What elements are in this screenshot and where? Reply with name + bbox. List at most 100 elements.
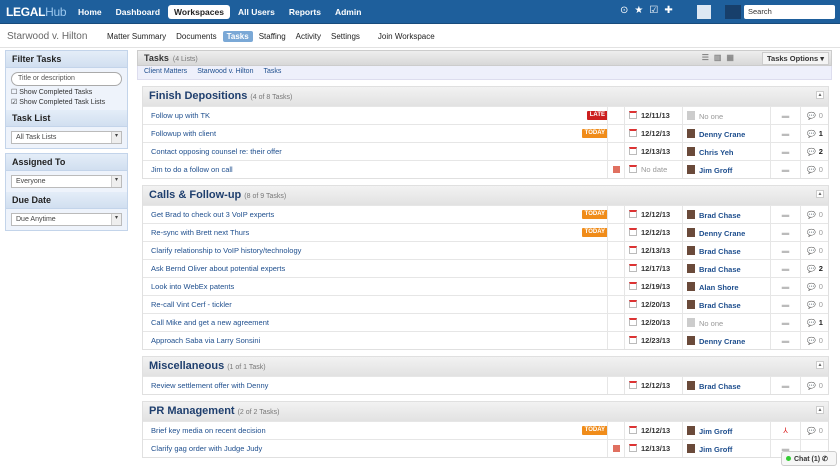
flag-cell[interactable]: [607, 278, 624, 295]
due-date-cell[interactable]: 12/23/13: [624, 332, 682, 349]
apps-menu[interactable]: [724, 5, 741, 19]
comments-cell[interactable]: 💬 2: [800, 260, 830, 277]
show-completed-lists-checkbox[interactable]: ☑ Show Completed Task Lists: [11, 99, 106, 106]
assignee-cell[interactable]: Brad Chase: [682, 296, 770, 313]
nav-reports[interactable]: Reports: [288, 7, 321, 17]
assignee-cell[interactable]: Denny Crane: [682, 125, 770, 142]
priority-cell[interactable]: ▬: [770, 440, 800, 457]
priority-cell[interactable]: ▬: [770, 224, 800, 241]
due-date-cell[interactable]: 12/12/13: [624, 125, 682, 142]
section-header[interactable]: PR Management (2 of 2 Tasks) ▲: [143, 402, 828, 421]
filter-search-input[interactable]: Title or description: [11, 72, 122, 86]
nav-admin[interactable]: Admin: [334, 7, 362, 17]
assignee-cell[interactable]: Brad Chase: [682, 377, 770, 394]
task-title-link[interactable]: Get Brad to check out 3 VoIP experts: [151, 210, 275, 219]
flag-cell[interactable]: [607, 377, 624, 394]
assignee-cell[interactable]: No one: [682, 314, 770, 331]
flag-cell[interactable]: [607, 125, 624, 142]
tab-matter-summary[interactable]: Matter Summary: [107, 32, 167, 41]
flag-cell[interactable]: [607, 143, 624, 160]
section-title[interactable]: Calls & Follow-up: [149, 189, 242, 201]
assignee-cell[interactable]: Alan Shore: [682, 278, 770, 295]
due-date-cell[interactable]: 12/13/13: [624, 143, 682, 160]
due-date-cell[interactable]: 12/19/13: [624, 278, 682, 295]
comments-cell[interactable]: 💬 0: [800, 332, 830, 349]
flag-cell[interactable]: [607, 314, 624, 331]
comments-cell[interactable]: 💬 0: [800, 296, 830, 313]
clock-icon[interactable]: ⊙: [620, 5, 629, 16]
priority-cell[interactable]: ▬: [770, 332, 800, 349]
breadcrumb-item[interactable]: Starwood v. Hilton: [197, 68, 254, 75]
tab-activity[interactable]: Activity: [295, 32, 322, 41]
assignee-cell[interactable]: Brad Chase: [682, 242, 770, 259]
task-title-link[interactable]: Clarify relationship to VoIP history/tec…: [151, 246, 302, 255]
due-date-cell[interactable]: 12/12/13: [624, 206, 682, 223]
logo[interactable]: LEGALHub: [6, 5, 67, 19]
section-header[interactable]: Finish Depositions (4 of 8 Tasks) ▲: [143, 87, 828, 106]
user-avatar-menu[interactable]: [696, 5, 711, 19]
priority-cell[interactable]: ⅄: [770, 422, 800, 439]
section-header[interactable]: Calls & Follow-up (8 of 9 Tasks) ▲: [143, 186, 828, 205]
comments-cell[interactable]: 💬 0: [800, 161, 830, 178]
due-date-cell[interactable]: 12/13/13: [624, 242, 682, 259]
flag-cell[interactable]: [607, 161, 624, 178]
checkbox-icon[interactable]: ☑: [649, 5, 659, 16]
flag-cell[interactable]: [607, 332, 624, 349]
chat-button[interactable]: Chat (1) ✆: [781, 451, 837, 466]
due-date-cell[interactable]: 12/20/13: [624, 314, 682, 331]
breadcrumb-item[interactable]: Tasks: [263, 68, 282, 75]
join-workspace-link[interactable]: Join Workspace: [377, 32, 435, 41]
flag-cell[interactable]: [607, 224, 624, 241]
comments-cell[interactable]: 💬 2: [800, 143, 830, 160]
assignee-cell[interactable]: Chris Yeh: [682, 143, 770, 160]
phone-icon[interactable]: ✆: [822, 456, 828, 463]
flag-cell[interactable]: [607, 242, 624, 259]
task-title-link[interactable]: Re-call Vint Cerf - tickler: [151, 300, 232, 309]
nav-workspaces[interactable]: Workspaces: [168, 5, 230, 19]
due-date-cell[interactable]: 12/12/13: [624, 224, 682, 241]
comments-cell[interactable]: 💬 0: [800, 206, 830, 223]
task-title-link[interactable]: Clarify gag order with Judge Judy: [151, 444, 263, 453]
flag-cell[interactable]: [607, 107, 624, 124]
tab-tasks[interactable]: Tasks: [222, 31, 253, 42]
comments-cell[interactable]: [800, 440, 830, 457]
priority-cell[interactable]: ▬: [770, 143, 800, 160]
task-title-link[interactable]: Approach Saba via Larry Sonsini: [151, 336, 261, 345]
comments-cell[interactable]: 💬 0: [800, 224, 830, 241]
due-date-cell[interactable]: 12/20/13: [624, 296, 682, 313]
due-date-cell[interactable]: 12/12/13: [624, 377, 682, 394]
assignee-cell[interactable]: Brad Chase: [682, 206, 770, 223]
comments-cell[interactable]: 💬 1: [800, 314, 830, 331]
assignee-cell[interactable]: Jim Groff: [682, 161, 770, 178]
collapse-icon[interactable]: ▲: [816, 406, 824, 414]
priority-cell[interactable]: ▬: [770, 260, 800, 277]
collapse-icon[interactable]: ▲: [816, 91, 824, 99]
task-title-link[interactable]: Re-sync with Brett next Thurs: [151, 228, 250, 237]
flag-cell[interactable]: [607, 296, 624, 313]
comments-cell[interactable]: 💬 0: [800, 377, 830, 394]
comments-cell[interactable]: 💬 0: [800, 107, 830, 124]
assignee-cell[interactable]: Jim Groff: [682, 422, 770, 439]
nav-all-users[interactable]: All Users: [237, 7, 275, 17]
task-title-link[interactable]: Review settlement offer with Denny: [151, 381, 269, 390]
task-title-link[interactable]: Followup with client: [151, 129, 217, 138]
tab-settings[interactable]: Settings: [331, 32, 360, 41]
nav-dashboard[interactable]: Dashboard: [115, 7, 161, 17]
section-title[interactable]: PR Management: [149, 405, 235, 417]
due-select[interactable]: Due Anytime ▾: [11, 213, 122, 226]
section-title[interactable]: Miscellaneous: [149, 360, 225, 372]
priority-cell[interactable]: ▬: [770, 377, 800, 394]
priority-cell[interactable]: ▬: [770, 278, 800, 295]
breadcrumb-item[interactable]: Client Matters: [144, 68, 188, 75]
view-toggle-icons[interactable]: ☰▥▦: [701, 53, 739, 62]
pdf-icon[interactable]: ⅄: [783, 426, 788, 435]
assignee-cell[interactable]: Jim Groff: [682, 440, 770, 457]
task-title-link[interactable]: Look into WebEx patents: [151, 282, 235, 291]
tab-documents[interactable]: Documents: [176, 32, 217, 41]
flag-cell[interactable]: [607, 422, 624, 439]
due-date-cell[interactable]: 12/12/13: [624, 422, 682, 439]
collapse-icon[interactable]: ▲: [816, 361, 824, 369]
task-title-link[interactable]: Contact opposing counsel re: their offer: [151, 147, 282, 156]
priority-cell[interactable]: ▬: [770, 296, 800, 313]
nav-home[interactable]: Home: [78, 7, 102, 17]
